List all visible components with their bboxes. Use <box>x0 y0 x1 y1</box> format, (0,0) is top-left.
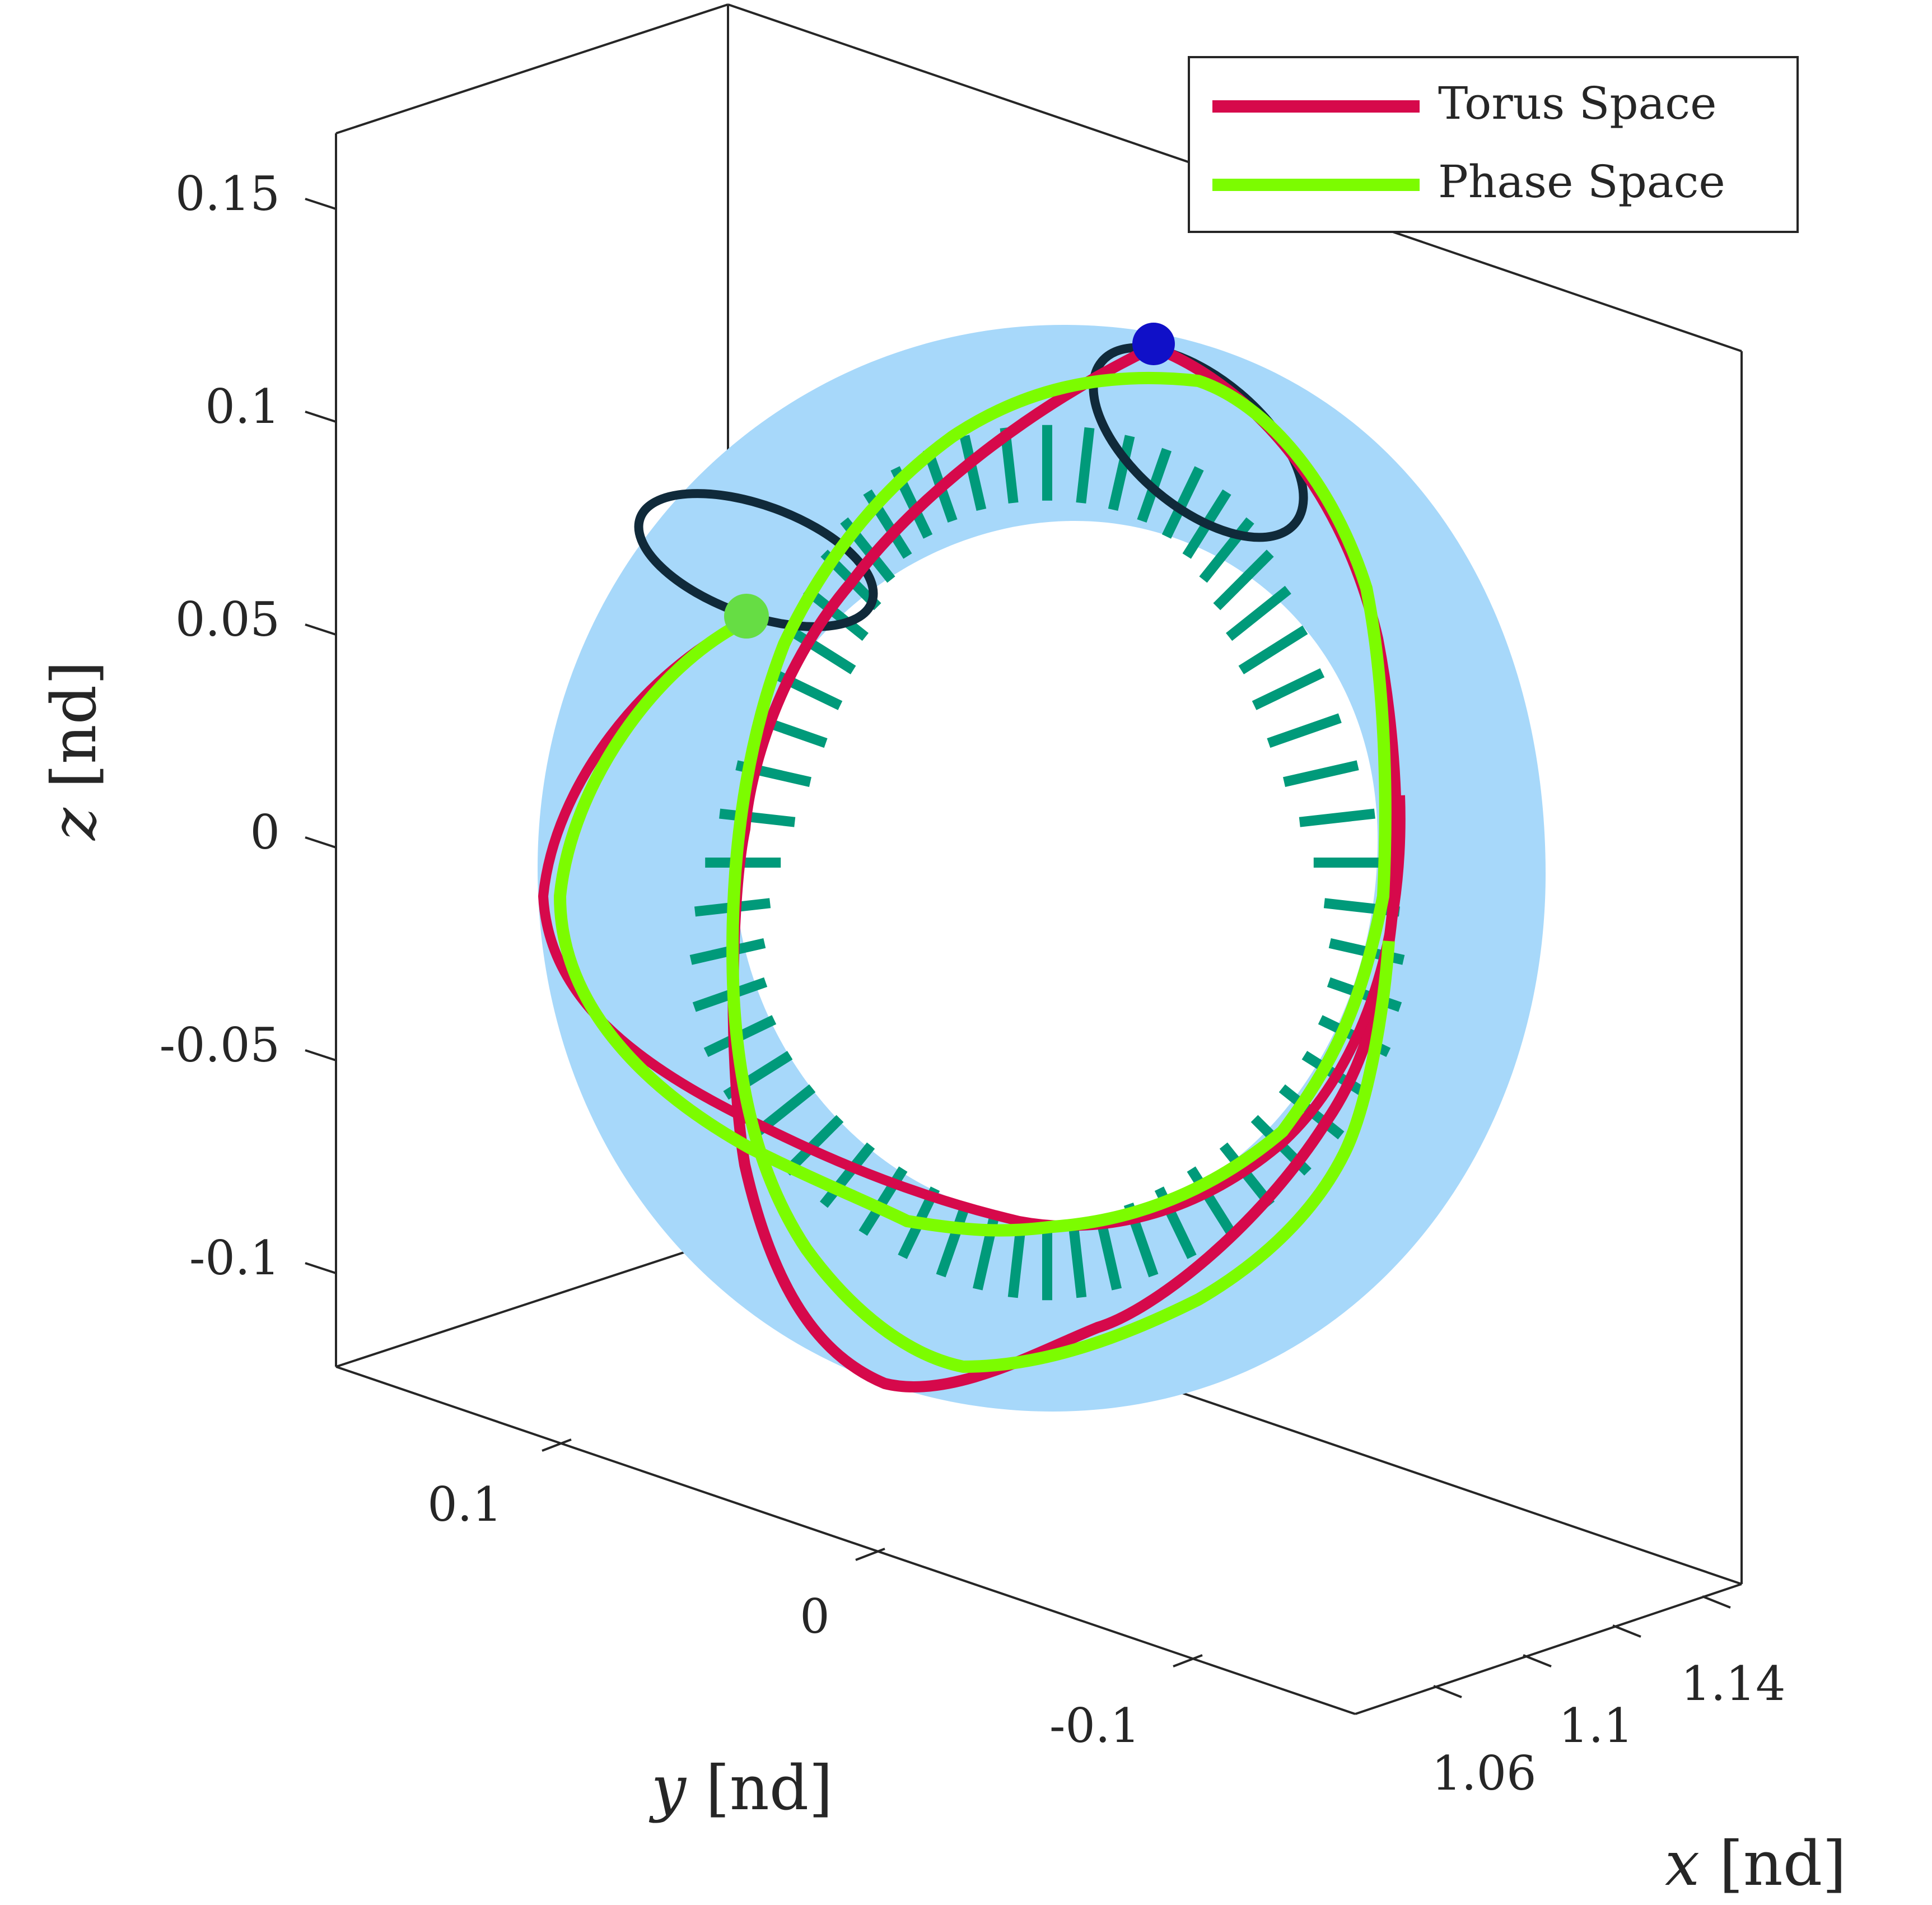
x-axis-unit: [nd] <box>1719 1828 1846 1899</box>
y-axis-title: y [nd] <box>648 1752 833 1824</box>
x-tick-label: 1.1 <box>1558 1698 1634 1753</box>
series-phase-space <box>554 371 1395 1373</box>
x-tick-label: 1.06 <box>1431 1746 1536 1801</box>
y-tick-label: -0.1 <box>1049 1698 1140 1753</box>
tangent-segment <box>1299 808 1375 827</box>
z-tick-mark <box>305 623 337 636</box>
z-axis-title: z [nd] <box>38 661 110 841</box>
legend-label-torus-space: Torus Space <box>1438 77 1716 129</box>
tangent-segment <box>819 1142 875 1208</box>
x-tick-label: 1.14 <box>1681 1656 1785 1711</box>
legend-box <box>1188 56 1799 233</box>
tangent-segment <box>1238 625 1308 674</box>
legend: Torus Space Phase Space <box>1188 56 1799 233</box>
y-tick-mark <box>855 1548 885 1561</box>
end-marker <box>1132 323 1175 365</box>
box-edge-floor-front-left <box>335 1366 1356 1715</box>
axes-box-front <box>335 133 1743 1715</box>
y-axis: 0.1 0 -0.1 y [nd] <box>427 1438 1203 1824</box>
x-axis-variable: x <box>1665 1828 1700 1899</box>
box-edge-floor-back-left <box>335 1237 729 1368</box>
z-tick-mark <box>305 1049 337 1061</box>
tangent-segment <box>1076 427 1095 504</box>
z-tick-label: 0.15 <box>175 166 280 221</box>
tangent-segment <box>786 625 856 674</box>
series-torus-space <box>727 342 1402 1393</box>
legend-label-phase-space: Phase Space <box>1438 156 1725 208</box>
z-axis-unit: [nd] <box>38 661 110 788</box>
z-tick-label: 0 <box>250 805 280 860</box>
z-tick-mark <box>305 1262 337 1274</box>
tangent-segment <box>1323 898 1401 917</box>
z-tick-label: 0.05 <box>175 592 280 647</box>
y-axis-variable: y <box>648 1752 687 1824</box>
tangent-segment <box>1068 1222 1087 1298</box>
box-edge-top-left <box>335 3 729 134</box>
tangent-segment <box>936 1202 971 1278</box>
y-tick-mark <box>542 1438 572 1452</box>
x-tick-mark <box>1433 1685 1462 1698</box>
y-axis-space <box>686 1752 706 1824</box>
z-tick-label: 0.1 <box>205 379 280 434</box>
tangent-segment <box>1252 668 1325 710</box>
tangent-segment <box>1161 466 1204 539</box>
series-torus-space-branch <box>538 617 1406 1231</box>
z-tick-mark <box>305 198 337 210</box>
y-tick-mark <box>1173 1654 1203 1668</box>
z-axis-variable: z <box>38 807 110 841</box>
tangent-segment <box>1108 435 1135 511</box>
z-tick-label: -0.1 <box>189 1231 280 1285</box>
x-tick-mark <box>1523 1654 1552 1668</box>
y-tick-label: 0 <box>800 1589 829 1644</box>
x-tick-mark <box>1702 1595 1731 1609</box>
y-axis-unit: [nd] <box>706 1752 833 1824</box>
z-tick-label: -0.05 <box>160 1018 280 1073</box>
tangent-segment <box>1213 549 1274 611</box>
z-tick-mark <box>305 411 337 423</box>
x-tick-mark <box>1612 1624 1641 1638</box>
tangent-segment <box>1226 585 1291 641</box>
x-axis: 1.06 1.1 1.14 x [nd] <box>1431 1595 1846 1899</box>
tangent-segment <box>1187 1166 1236 1236</box>
box-edge-floor-front-right <box>1355 1583 1742 1715</box>
start-marker <box>724 594 769 639</box>
tangent-segment <box>1283 760 1359 787</box>
tangent-segment <box>1267 713 1342 748</box>
x-axis-title: x [nd] <box>1665 1828 1846 1899</box>
z-axis-space <box>38 788 110 808</box>
y-tick-label: 0.1 <box>427 1477 502 1532</box>
tangent-segment <box>1199 517 1254 583</box>
z-axis: 0.15 0.1 0.05 0 -0.05 -0.1 z [nd] <box>38 166 337 1285</box>
x-axis-space <box>1700 1828 1719 1899</box>
tangent-segment <box>719 808 796 827</box>
tangent-segment <box>959 435 987 511</box>
tangent-segment <box>803 585 869 641</box>
z-tick-mark <box>305 836 337 849</box>
